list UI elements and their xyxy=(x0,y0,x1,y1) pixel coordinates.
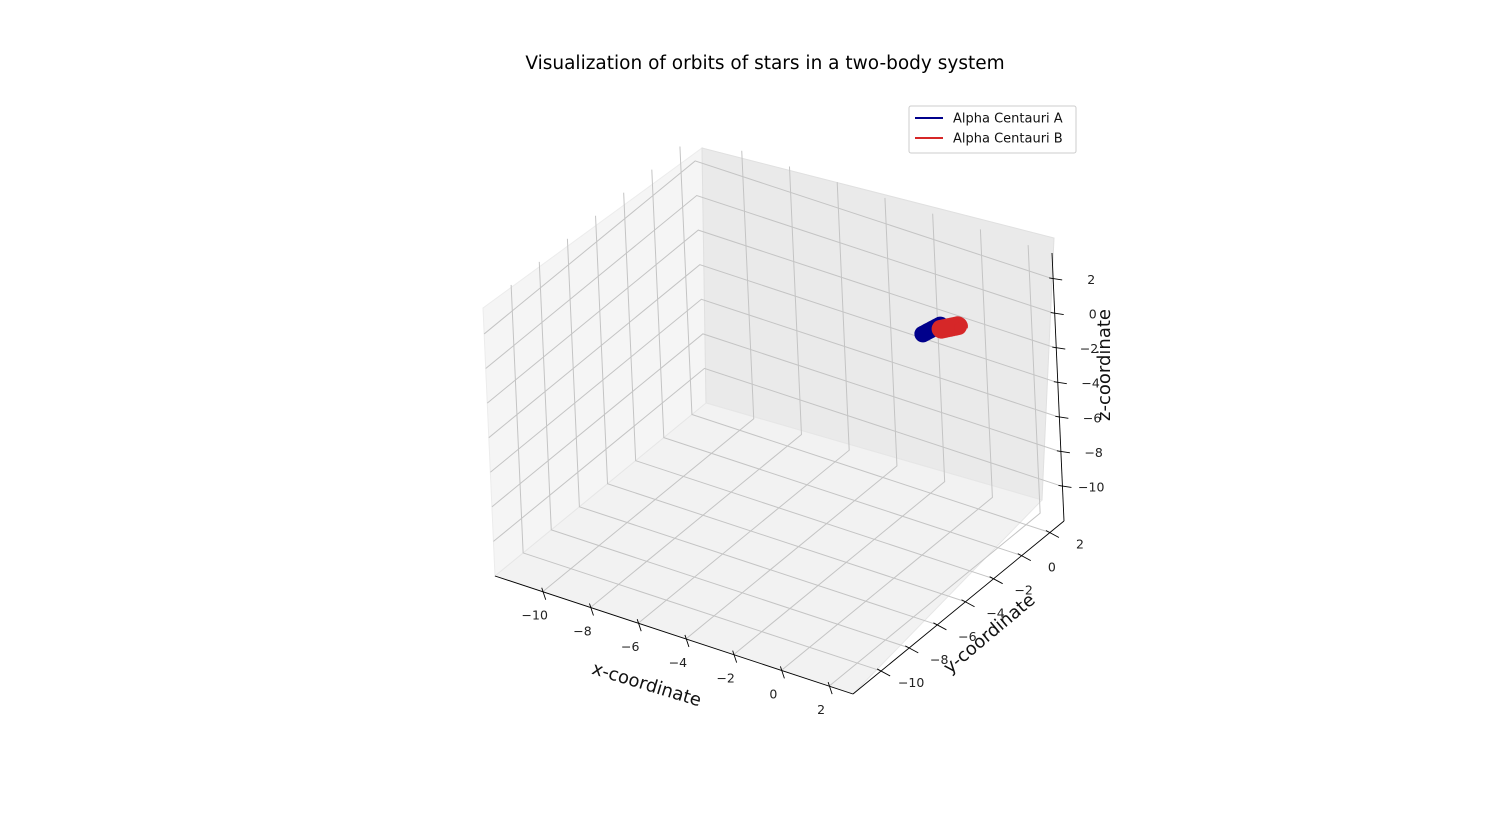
y-tick xyxy=(1017,553,1032,561)
y-tick xyxy=(905,645,919,654)
y-tick-label: 0 xyxy=(1048,560,1056,575)
y-tick xyxy=(933,622,947,631)
chart-title: Visualization of orbits of stars in a tw… xyxy=(525,53,1004,74)
y-axis-label: y-coordinate xyxy=(939,589,1039,678)
x-tick xyxy=(827,681,833,695)
x-tick xyxy=(732,650,738,663)
z-grid-line xyxy=(485,194,1055,369)
z-grid-line xyxy=(488,264,1058,439)
series-endpoint-1 xyxy=(954,322,964,332)
z-tick-label: −6 xyxy=(1083,410,1101,425)
x-axis-line xyxy=(494,575,854,695)
legend-label-alpha-a: Alpha Centauri A xyxy=(953,112,1063,127)
x-tick xyxy=(589,603,594,616)
x-grid-line xyxy=(637,182,850,624)
z-tick xyxy=(1053,381,1067,385)
y-tick-label: −8 xyxy=(930,652,948,667)
z-axis-line xyxy=(1051,252,1065,522)
y-grid-line xyxy=(595,215,966,603)
x-tick-label: 2 xyxy=(817,702,825,717)
tick-marks: −10 −8 −6 −4 −2 0 2 −10 −8 −6 −4 −2 0 2 −10 −8 −6 −4 −2 0 2 xyxy=(522,272,1105,717)
y-grid-line xyxy=(651,169,1022,557)
x-tick xyxy=(636,619,642,632)
z-tick xyxy=(1055,415,1069,419)
x-grid-line xyxy=(733,213,946,656)
x-tick-label: −6 xyxy=(621,639,639,654)
z-tick xyxy=(1050,312,1064,315)
x-tick xyxy=(779,666,785,679)
x-grid-line xyxy=(590,166,802,608)
y-tick xyxy=(1045,530,1060,538)
z-grid-line xyxy=(491,333,1062,508)
x-grid-line xyxy=(781,229,993,671)
z-tick-label: 0 xyxy=(1089,307,1097,322)
y-grid-line xyxy=(623,192,994,580)
y-axis-line xyxy=(852,520,1065,695)
z-tick xyxy=(1056,450,1070,454)
z-tick-label: −8 xyxy=(1084,445,1102,460)
y-grid-line xyxy=(566,238,938,626)
y-grid-line xyxy=(679,146,1051,534)
y-tick-label: −6 xyxy=(958,629,976,644)
legend-label-alpha-b: Alpha Centauri B xyxy=(953,132,1063,147)
x-tick-label: 0 xyxy=(769,686,777,701)
axis-lines xyxy=(494,252,1065,695)
y-tick-label: −10 xyxy=(898,675,924,690)
z-tick xyxy=(1049,277,1063,281)
x-grid-line xyxy=(542,150,755,593)
legend-box xyxy=(908,105,1077,154)
x-tick-label: −10 xyxy=(522,608,548,623)
x-tick xyxy=(541,587,547,600)
z-grid-line xyxy=(483,160,1054,335)
x-grid-line xyxy=(828,245,1041,687)
x-tick xyxy=(684,634,690,648)
y-tick-label: −2 xyxy=(1014,583,1032,598)
x-tick-label: −8 xyxy=(573,623,591,638)
z-tick-label: 2 xyxy=(1087,272,1095,287)
z-tick-label: −2 xyxy=(1080,341,1098,356)
y-tick xyxy=(961,599,975,608)
y-tick-label: 2 xyxy=(1076,537,1084,552)
grid-lines xyxy=(483,146,1063,687)
y-tick xyxy=(876,668,891,677)
y-grid-line xyxy=(510,284,882,672)
y-tick xyxy=(989,576,1003,585)
legend: Alpha Centauri A Alpha Centauri B xyxy=(908,105,1077,154)
z-tick-label: −4 xyxy=(1081,376,1099,391)
series-lines xyxy=(914,316,968,343)
y-grid-line xyxy=(538,261,910,649)
z-tick xyxy=(1058,484,1072,488)
x-tick-label: −2 xyxy=(716,671,734,686)
z-tick-label: −10 xyxy=(1078,479,1104,494)
x-grid-line xyxy=(685,197,898,640)
z-axis-label: z-coordinate xyxy=(1094,309,1115,421)
z-grid-line xyxy=(493,367,1063,542)
z-grid-line xyxy=(486,229,1057,404)
x-tick-label: −4 xyxy=(669,655,687,670)
y-tick-label: −4 xyxy=(986,606,1004,621)
z-tick xyxy=(1052,346,1066,350)
z-grid-line xyxy=(490,298,1060,473)
